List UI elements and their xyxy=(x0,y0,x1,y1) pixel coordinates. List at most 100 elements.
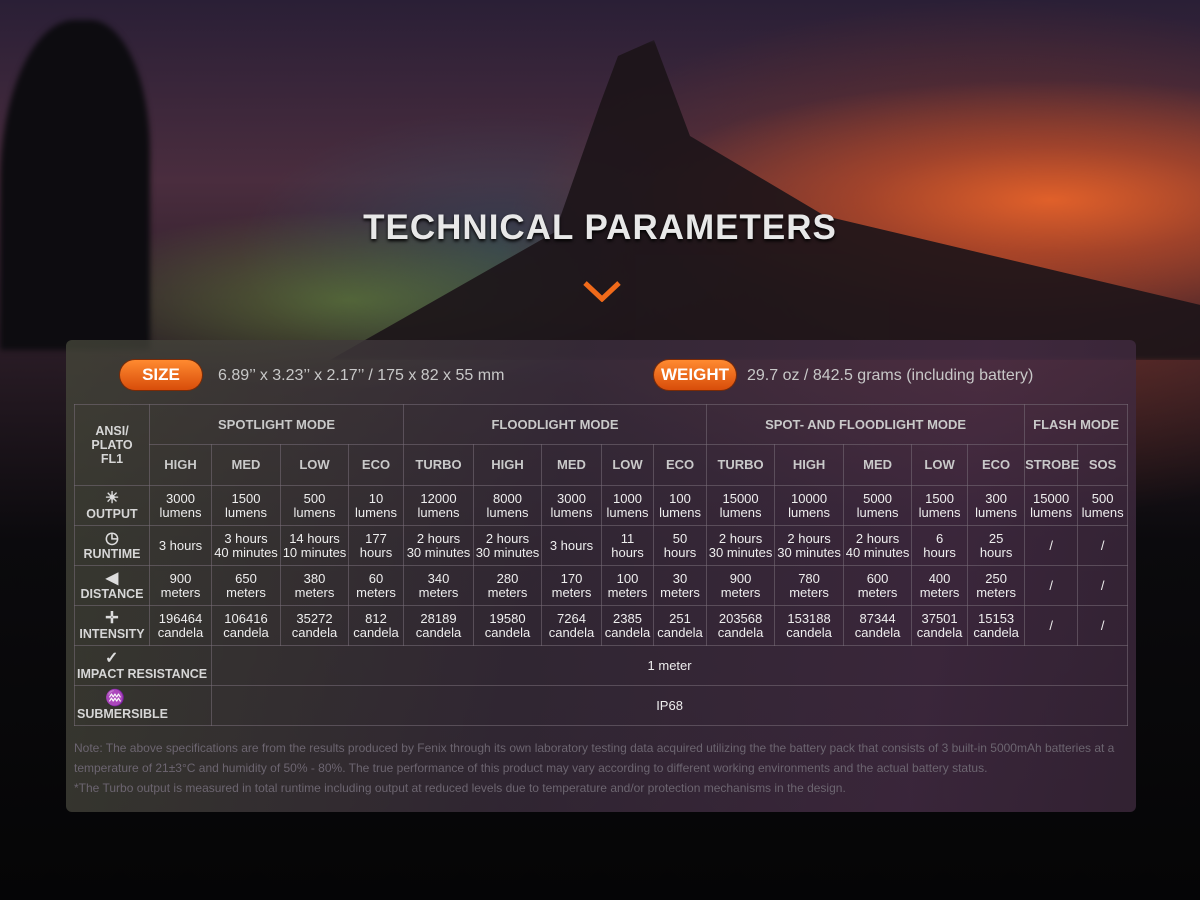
cell-line: meters xyxy=(660,584,700,600)
cell-line: 3 hours xyxy=(158,537,203,553)
cell-line: 2 hours xyxy=(485,530,530,546)
table-cell: 11 hours xyxy=(601,525,654,566)
cell-line: candela xyxy=(973,624,1019,640)
table-cell: 100 meters xyxy=(601,565,654,606)
cell-line: / xyxy=(1049,617,1053,633)
table-cell: 3 hours xyxy=(541,525,602,566)
row-label-text: INTENSITY xyxy=(79,627,145,641)
table-cell: / xyxy=(1024,525,1079,566)
cell-line: 2 hours xyxy=(416,530,461,546)
table-cell: 1500 lumens xyxy=(211,485,281,526)
mode-header: STROBE xyxy=(1024,444,1079,486)
table-cell: 780 meters xyxy=(774,565,845,606)
submersible-row: ♒ SUBMERSIBLE IP68 xyxy=(74,685,1129,726)
cell-line: 40 minutes xyxy=(214,544,278,560)
cell-line: candela xyxy=(604,624,651,640)
cell-line: lumens xyxy=(486,504,529,520)
table-row: ☀ OUTPUT 3000 lumens 1500 lumens 500 lumens 10 lu… xyxy=(74,485,1129,526)
cell-line: 40 minutes xyxy=(845,544,910,560)
table-cell: 2 hours 40 minutes xyxy=(843,525,913,566)
group-header-row: ANSI/PLATO FL1 SPOTLIGHT MODE FLOODLIGHT MO… xyxy=(74,404,1129,486)
table-cell: 106416 candela xyxy=(211,605,281,646)
cell-line: 87344 xyxy=(859,610,896,626)
table-cell: 280 meters xyxy=(473,565,542,606)
spec-panel: SIZE 6.89’’ x 3.23’’ x 2.17’’ / 175 x 82… xyxy=(66,340,1136,812)
cell-line: 250 xyxy=(985,570,1007,586)
cell-line: 50 xyxy=(672,530,688,546)
weight-value: 29.7 oz / 842.5 grams (including battery… xyxy=(747,367,1034,384)
page-title: TECHNICAL PARAMETERS xyxy=(363,208,837,247)
mode-header: SOS xyxy=(1077,444,1129,486)
mountain-silhouette xyxy=(330,40,1200,360)
cell-line: 100 xyxy=(669,490,691,506)
impact-icon: ✓ xyxy=(105,650,119,667)
cell-line: meters xyxy=(607,584,648,600)
row-label-intensity: ✛ INTENSITY xyxy=(74,605,150,646)
table-cell: 15000 lumens xyxy=(1024,485,1079,526)
cell-line: 10 minutes xyxy=(282,544,347,560)
cell-line: hours xyxy=(663,544,697,560)
table-cell: 153188 candela xyxy=(774,605,845,646)
cell-line: candela xyxy=(353,624,399,640)
table-row: ✛ INTENSITY 196464 candela 106416 candela 3527… xyxy=(74,605,1129,646)
table-cell: 2385 candela xyxy=(601,605,654,646)
table-cell: 203568 candela xyxy=(706,605,776,646)
table-cell: 6 hours xyxy=(911,525,969,566)
table-cell: 15000 lumens xyxy=(706,485,776,526)
table-cell: 2 hours 30 minutes xyxy=(774,525,845,566)
row-label-text: RUNTIME xyxy=(83,547,141,561)
cell-line: lumens xyxy=(659,504,701,520)
table-cell: 7264 candela xyxy=(541,605,602,646)
table-cell: 8000 lumens xyxy=(473,485,542,526)
impact-row: ✓ IMPACT RESISTANCE 1 meter xyxy=(74,645,1129,686)
cell-line: 3000 xyxy=(557,490,586,506)
cell-line: / xyxy=(1100,617,1105,633)
cell-line: lumens xyxy=(606,504,649,520)
cell-line: 153188 xyxy=(787,610,831,626)
table-cell: 900 meters xyxy=(706,565,776,606)
cell-line: 500 xyxy=(303,490,326,506)
cell-line: 3 hours xyxy=(549,537,594,553)
cell-line: candela xyxy=(223,624,269,640)
cell-line: 15000 xyxy=(1033,490,1070,506)
table-cell: 340 meters xyxy=(403,565,474,606)
cell-line: / xyxy=(1100,577,1105,593)
cell-line: lumens xyxy=(918,504,961,520)
table-cell: 3000 lumens xyxy=(149,485,212,526)
table-cell: 300 lumens xyxy=(967,485,1026,526)
cell-line: 35272 xyxy=(296,610,333,626)
cell-line: lumens xyxy=(293,504,336,520)
table-cell: 100 lumens xyxy=(652,485,708,526)
cell-line: 15000 xyxy=(722,490,759,506)
cell-line: 2 hours xyxy=(718,530,763,546)
table-cell: 600 meters xyxy=(843,565,913,606)
cell-line: 280 xyxy=(496,570,519,586)
table-cell: 37501 candela xyxy=(911,605,969,646)
cell-line: 1500 xyxy=(925,490,955,506)
table-cell: / xyxy=(1077,605,1129,646)
cell-line: 60 xyxy=(368,570,384,586)
crosshair-icon: ✛ xyxy=(105,610,119,627)
row-label-submersible: ♒ SUBMERSIBLE xyxy=(74,685,212,726)
cell-line: 650 xyxy=(235,570,257,586)
table-cell: 177 hours xyxy=(348,525,404,566)
cell-line: lumens xyxy=(719,504,762,520)
mode-header: HIGH xyxy=(149,444,212,486)
row-label-distance: ◀ DISTANCE xyxy=(74,565,150,606)
corner-label: FL1 xyxy=(100,452,124,466)
cell-line: 30 minutes xyxy=(777,544,841,560)
mode-header: MED xyxy=(843,444,913,486)
cell-line: meters xyxy=(919,584,960,600)
cell-line: 30 minutes xyxy=(708,544,773,560)
cell-line: meters xyxy=(551,584,592,600)
cell-line: 10000 xyxy=(790,490,828,506)
cell-line: 2385 xyxy=(613,610,642,626)
table-cell: 380 meters xyxy=(280,565,349,606)
person-silhouette xyxy=(0,20,150,350)
corner-label: PLATO xyxy=(91,438,133,452)
mode-header: MED xyxy=(211,444,281,486)
mode-header: LOW xyxy=(911,444,969,486)
table-cell: 10000 lumens xyxy=(774,485,845,526)
cell-line: meters xyxy=(976,584,1016,600)
table-cell: 60 meters xyxy=(348,565,404,606)
